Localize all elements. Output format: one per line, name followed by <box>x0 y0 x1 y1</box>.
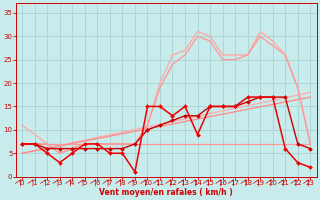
X-axis label: Vent moyen/en rafales ( km/h ): Vent moyen/en rafales ( km/h ) <box>100 188 233 197</box>
